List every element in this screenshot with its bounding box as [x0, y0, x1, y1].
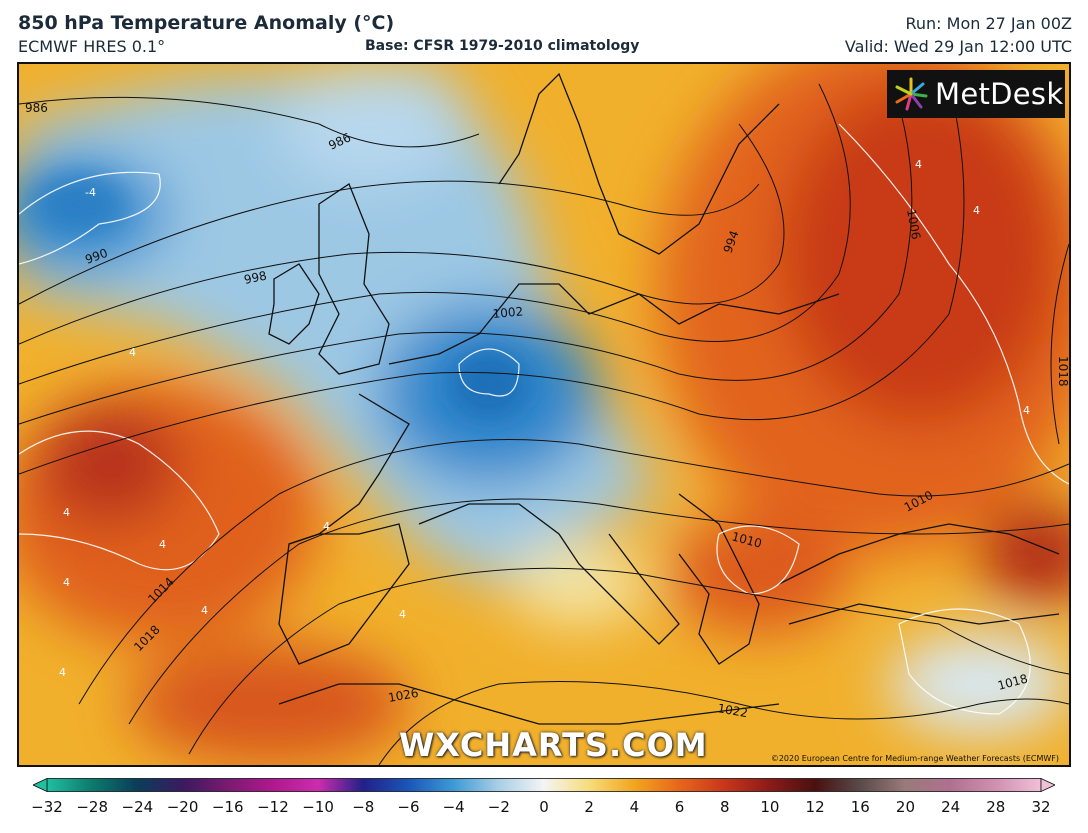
strong-warm-anomaly-east: [779, 84, 1059, 424]
anomaly-label: 4: [159, 538, 166, 551]
isobar-1022: [378, 681, 1069, 765]
isobar-986: [19, 96, 480, 148]
isobar-label: 1022: [716, 701, 749, 720]
anomaly-contour-4-balkans: [716, 525, 800, 595]
color-scale-tick-label: −8: [352, 798, 375, 816]
isobar-1010: [78, 439, 1069, 705]
run-time-label: Run: Mon 27 Jan 00Z: [905, 14, 1073, 33]
valid-time-label: Valid: Wed 29 Jan 12:00 UTC: [844, 37, 1072, 56]
cold-center-ocean: [34, 174, 124, 234]
cool-area-middle-east: [889, 634, 1069, 734]
anomaly-label: 4: [63, 576, 70, 589]
coast-italy: [418, 503, 680, 645]
coast-black-sea-north: [778, 523, 1060, 585]
isobar-994: [19, 123, 785, 345]
color-scale-tick-label: −6: [397, 798, 420, 816]
isobar-label: 1006: [904, 208, 923, 241]
color-scale-high-extension: [1040, 778, 1055, 792]
color-scale-tick-label: 8: [719, 798, 730, 816]
anomaly-label: 4: [915, 158, 922, 171]
watermark: WXCHARTS.COM: [399, 726, 708, 764]
color-scale-tick-label: 4: [629, 798, 640, 816]
isobar-label: 1018: [1056, 356, 1069, 387]
strong-warm-anomaly-atlantic: [39, 404, 179, 524]
anomaly-label: 4: [59, 666, 66, 679]
anomaly-map: 986 986 990 998 1002 994 1006 1018 1010 …: [17, 62, 1071, 767]
color-scale-tick-label: −24: [121, 798, 154, 816]
isobars: [19, 73, 1069, 765]
isobar-990: [19, 180, 760, 305]
anomaly-contour-turkey: [898, 608, 1031, 715]
isobar-label: 998: [243, 268, 268, 286]
color-scale-tick-label: −4: [442, 798, 465, 816]
coast-ireland: [268, 263, 320, 345]
color-scale-tick-label: 10: [760, 798, 780, 816]
coast-balkans: [678, 493, 760, 665]
color-scale-tick-label: −10: [302, 798, 334, 816]
neutral-area-italy: [509, 544, 649, 624]
color-scale-tick-label: 6: [674, 798, 685, 816]
coast-iberia: [278, 523, 410, 665]
cold-area-north: [279, 64, 459, 184]
color-scale-low-extension: [33, 778, 48, 792]
color-scale-tick-label: 24: [941, 798, 961, 816]
warm-anomaly-balkans: [669, 514, 849, 634]
color-scale-bar: [33, 778, 1055, 792]
coast-north-europe: [388, 283, 840, 365]
color-scale-tick-label: −12: [257, 798, 289, 816]
anomaly-contour-4-east: [838, 123, 1069, 485]
isobar-1018-east: [1050, 243, 1069, 445]
coast-scandinavia: [498, 72, 780, 255]
metdesk-flower-icon: [895, 77, 928, 111]
anomaly-contour-paris: [458, 348, 520, 397]
anomaly-label: 4: [323, 520, 330, 533]
coast-north-africa: [278, 683, 780, 725]
isobar-label: 1026: [387, 686, 420, 705]
model-label: ECMWF HRES 0.1°: [18, 37, 166, 56]
coast-turkey: [788, 603, 1060, 625]
color-scale-gradient: [46, 778, 1042, 792]
color-scale-tick-label: 28: [986, 798, 1006, 816]
anomaly-label: -4: [85, 186, 96, 199]
map-canvas: 986 986 990 998 1002 994 1006 1018 1010 …: [19, 64, 1069, 765]
color-scale-tick-label: −20: [166, 798, 199, 816]
anomaly-label: 4: [399, 608, 406, 621]
color-scale-tick-label: 2: [584, 798, 594, 816]
color-scale-tick-label: −32: [31, 798, 63, 816]
color-scale-tick-label: 12: [805, 798, 825, 816]
color-scale-tick-label: 0: [539, 798, 549, 816]
warm-anomaly-africa: [129, 644, 409, 764]
isobar-1018: [188, 567, 1069, 755]
color-scale-tick-label: 32: [1031, 798, 1051, 816]
chart-title: 850 hPa Temperature Anomaly (°C): [18, 12, 395, 34]
warm-anomaly-black-sea: [979, 504, 1069, 604]
metdesk-logo-text: MetDesk: [935, 77, 1064, 111]
isobar-1002: [19, 73, 913, 425]
anomaly-label: 4: [129, 346, 136, 359]
color-scale-tick-label: −16: [211, 798, 244, 816]
anomaly-label: 4: [1023, 404, 1030, 417]
base-climatology-label: Base: CFSR 1979-2010 climatology: [365, 38, 640, 54]
anomaly-contours: [19, 123, 1069, 715]
color-scale-tick-label: −28: [76, 798, 108, 816]
isobar-1014: [128, 498, 1069, 725]
color-scale-tick-label: 16: [850, 798, 870, 816]
color-scale-tick-label: 20: [895, 798, 915, 816]
isobar-1006: [19, 83, 965, 475]
isobar-label: 1002: [492, 304, 524, 321]
anomaly-contour-4-west: [19, 430, 220, 571]
coastlines: [268, 72, 1060, 725]
coast-great-britain: [318, 183, 390, 375]
anomaly-label: 4: [973, 204, 980, 217]
cold-center-paris: [449, 349, 529, 419]
isobar-998: [19, 83, 851, 385]
ecmwf-credit: ©2020 European Centre for Medium-range W…: [770, 754, 1059, 763]
anomaly-contour-minus4: [19, 171, 161, 265]
anomaly-label: 4: [201, 604, 208, 617]
anomaly-label: 4: [63, 506, 70, 519]
isobar-label: 986: [25, 101, 48, 115]
metdesk-logo: MetDesk: [887, 70, 1065, 118]
color-scale-tick-label: −2: [487, 798, 510, 816]
